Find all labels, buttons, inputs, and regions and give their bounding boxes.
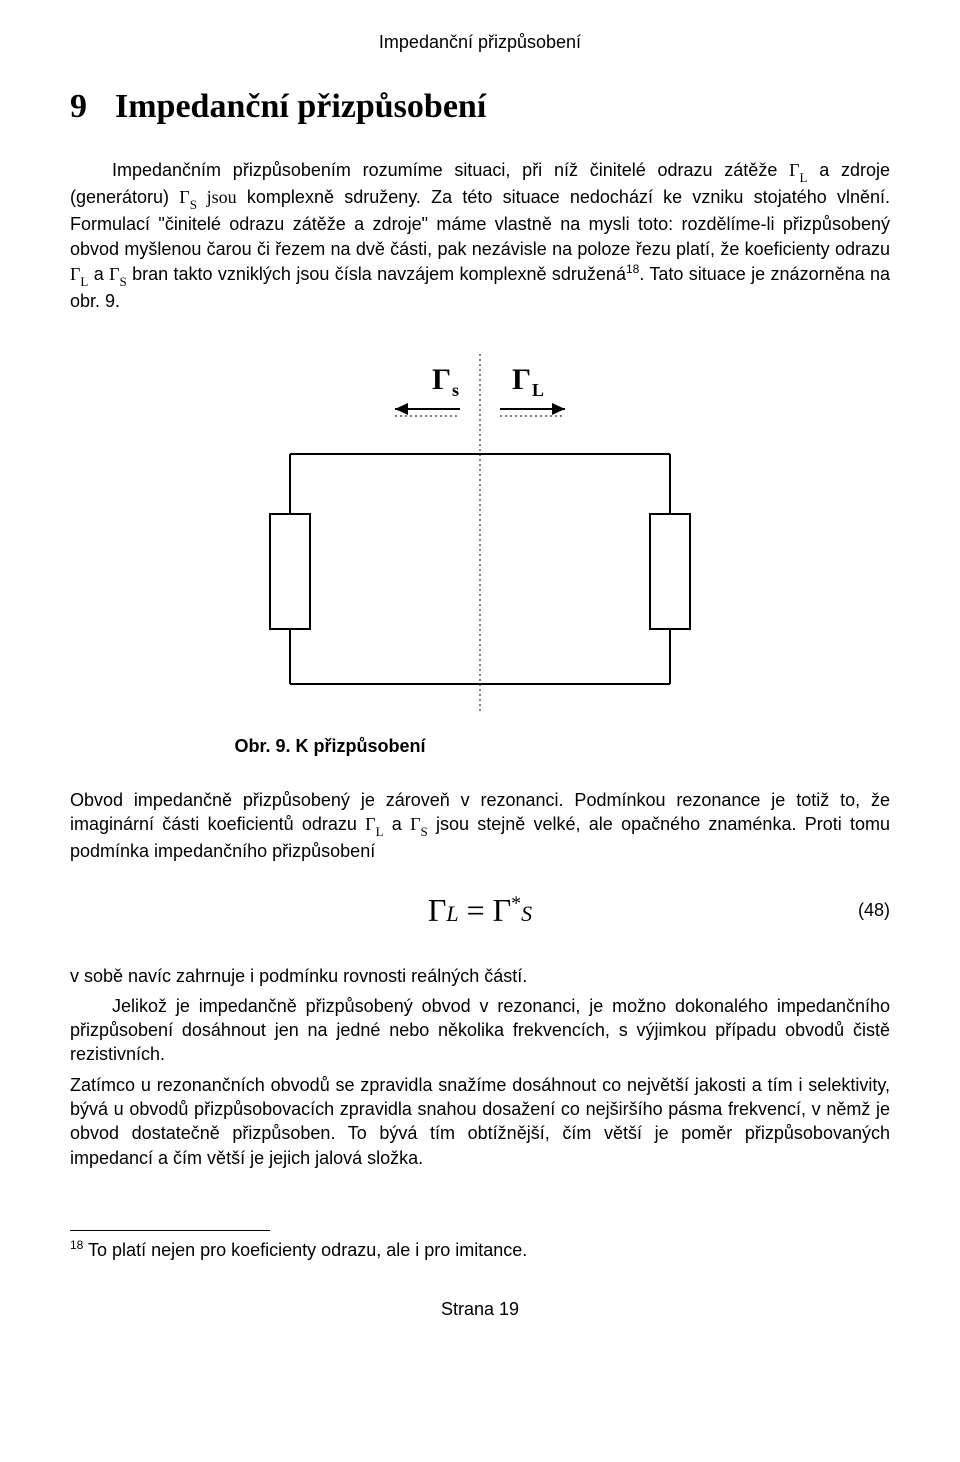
text: a (384, 814, 411, 834)
gamma-S-symbol: ΓS (179, 187, 197, 207)
figure-caption: Obr. 9. K přizpůsobení (234, 734, 425, 758)
footnote-18: 18 To platí nejen pro koeficienty odrazu… (70, 1237, 890, 1262)
text: bran takto vzniklých jsou čísla navzájem… (127, 264, 626, 284)
gamma-S-symbol: ΓS (109, 264, 127, 284)
equation-body: ΓL = Γ*S (428, 889, 532, 932)
svg-text:L: L (532, 380, 544, 400)
paragraph-1: Impedančním přizpůsobením rozumíme situa… (70, 158, 890, 313)
paragraph-3b: Jelikož je impedančně přizpůsobený obvod… (70, 994, 890, 1067)
equation-number: (48) (858, 898, 890, 922)
circuit-diagram-svg: Γ s Γ L (220, 354, 740, 714)
gamma-S-symbol: ΓS (410, 814, 428, 834)
footnote-separator (70, 1230, 270, 1231)
paragraph-3a: v sobě navíc zahrnuje i podmínku rovnost… (70, 964, 890, 988)
page-header: Impedanční přizpůsobení (70, 30, 890, 54)
paragraph-3c: Zatímco u rezonančních obvodů se zpravid… (70, 1073, 890, 1170)
footnote-number: 18 (70, 1238, 83, 1252)
text: jsou (197, 187, 237, 207)
gamma-L-symbol: ΓL (789, 160, 807, 180)
footnote-text: To platí nejen pro koeficienty odrazu, a… (83, 1240, 527, 1260)
chapter-number: 9 (70, 84, 87, 130)
text: a (88, 264, 109, 284)
footnote-ref: 18 (626, 262, 639, 276)
text: Impedančním přizpůsobením rozumíme situa… (112, 160, 789, 180)
equation-48: ΓL = Γ*S (48) (70, 886, 890, 936)
figure-9: Γ s Γ L Obr. 9. K při (70, 354, 890, 758)
svg-text:Γ: Γ (512, 363, 531, 396)
page-footer: Strana 19 (70, 1297, 890, 1321)
svg-text:s: s (452, 380, 459, 400)
paragraph-2: Obvod impedančně přizpůsobený je zároveň… (70, 788, 890, 864)
chapter-heading: Impedanční přizpůsobení (115, 88, 486, 125)
gamma-L-symbol: ΓL (70, 264, 88, 284)
chapter-title: 9 Impedanční přizpůsobení (70, 84, 890, 130)
gamma-L-symbol: ΓL (365, 814, 383, 834)
svg-text:Γ: Γ (432, 363, 451, 396)
